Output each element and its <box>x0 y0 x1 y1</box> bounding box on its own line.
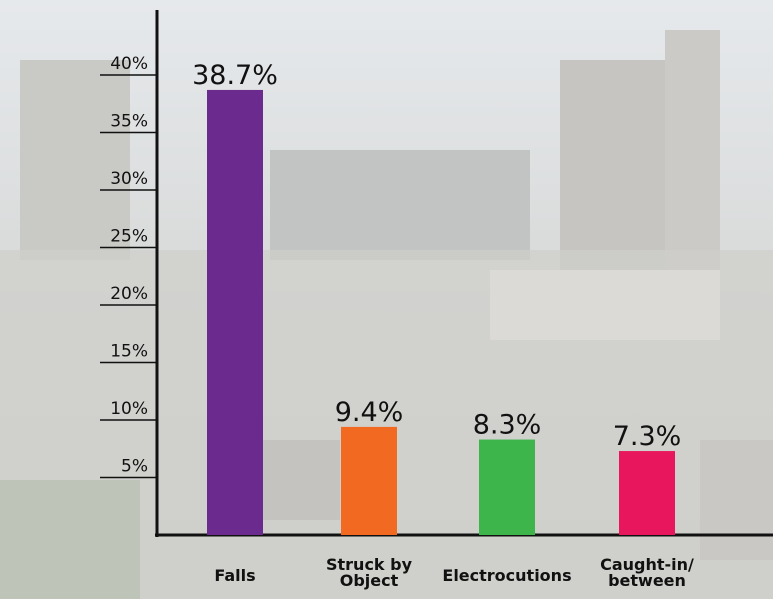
y-tick-label: 35% <box>110 112 148 132</box>
bar <box>619 451 675 535</box>
value-label: 7.3% <box>613 421 682 452</box>
x-tick-label: Caught-in/between <box>600 555 694 590</box>
bar <box>207 89 263 535</box>
x-tick-label: Falls <box>214 566 255 585</box>
value-label: 9.4% <box>335 397 404 428</box>
x-tick-label: Electrocutions <box>442 566 571 585</box>
y-tick-label: 25% <box>110 227 148 247</box>
value-label: 8.3% <box>473 410 542 441</box>
y-tick-label: 5% <box>121 457 148 477</box>
value-label: 38.7% <box>192 60 278 91</box>
y-tick-label: 15% <box>110 342 148 362</box>
y-tick-label: 40% <box>110 54 148 74</box>
bar <box>341 426 397 535</box>
y-tick-label: 30% <box>110 169 148 189</box>
bar <box>479 439 535 535</box>
y-tick-label: 20% <box>110 284 148 304</box>
y-tick-label: 10% <box>110 399 148 419</box>
x-tick-label: Struck by Object <box>326 555 413 590</box>
